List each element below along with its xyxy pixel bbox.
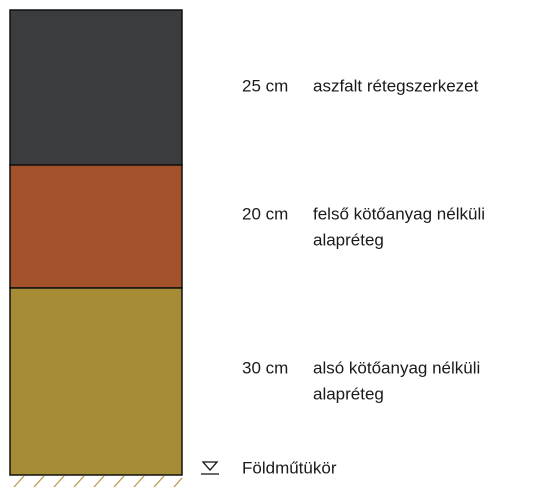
layer-description: aszfalt rétegszerkezet [313, 76, 479, 95]
layer-description: alapréteg [313, 384, 384, 403]
layer-description: felső kötőanyag nélküli [313, 204, 485, 223]
ground-symbol [201, 461, 219, 475]
layer-upper-base [9, 164, 183, 289]
layer-description: alsó kötőanyag nélküli [313, 358, 480, 377]
layer-description: alapréteg [313, 230, 384, 249]
ground-label: Földműtükör [242, 458, 337, 477]
ground-hatch [13, 475, 183, 488]
layer-thickness: 25 cm [242, 76, 288, 95]
layer-asphalt [9, 9, 183, 166]
layer-lower-base [9, 287, 183, 476]
layer-thickness: 20 cm [242, 204, 288, 223]
layer-thickness: 30 cm [242, 358, 288, 377]
